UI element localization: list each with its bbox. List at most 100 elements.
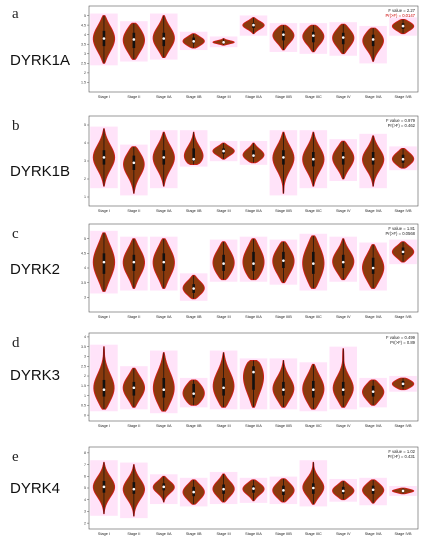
violin-median: [222, 386, 225, 390]
violin-stage-ivb: [389, 17, 417, 36]
violin-stage-iv: [329, 22, 357, 56]
violin-stage-iii: [209, 141, 238, 162]
x-category-label: Stage I: [98, 532, 110, 536]
x-category-label: Stage IIIC: [305, 315, 322, 319]
violin-stage-ii: [120, 462, 148, 519]
violin-iqr-box: [192, 383, 195, 398]
violin-median: [341, 388, 345, 392]
x-category-label: Stage IIB: [186, 424, 202, 428]
violin-median: [162, 156, 166, 159]
x-category-label: Stage III: [217, 424, 231, 428]
violin-stage-iva: [359, 242, 387, 291]
x-category-label: Stage IIIA: [245, 424, 262, 428]
x-category-label: Stage IIIC: [305, 209, 322, 213]
gene-label: DYRK3: [10, 367, 60, 384]
violin-median: [222, 262, 225, 265]
violin-stage-iva: [359, 477, 387, 506]
violin-median: [222, 41, 225, 44]
violin-median: [132, 386, 136, 390]
y-tick-label: 3.5: [81, 42, 86, 46]
violin-stage-iiic: [299, 460, 328, 507]
violin-median: [102, 485, 106, 489]
gene-label: DYRK2: [10, 261, 60, 278]
y-tick-label: 2: [84, 71, 86, 75]
panel-a: a DYRK1A 1.5 2 2.5 3 3.5 4 4.5 5 Stage I Stage II St…: [10, 5, 419, 99]
violin-median: [222, 149, 225, 153]
x-category-label: Stage IIIB: [275, 209, 292, 213]
violin-iqr-box: [252, 366, 255, 390]
violin-stage-iib: [179, 31, 208, 51]
p-value-label: Pr(>F) = 0.462: [388, 123, 416, 128]
x-category-label: Stage II: [127, 424, 140, 428]
x-category-label: Stage I: [98, 95, 110, 99]
y-tick-label: 3: [84, 296, 86, 300]
violin-median: [371, 488, 375, 492]
y-tick-label: 5: [84, 486, 86, 490]
violin-iqr-box: [312, 31, 315, 43]
x-category-label: Stage I: [98, 424, 110, 428]
violin-median: [162, 388, 166, 392]
x-category-label: Stage IIIA: [245, 315, 262, 319]
panel-d: d DYRK3 0 0.5 1 1.5 2 2.5 3 3.5 4 Stage I Stage II St…: [10, 332, 419, 428]
x-category-label: Stage IIIA: [245, 95, 262, 99]
x-category-label: Stage IIIA: [245, 209, 262, 213]
violin-stage-iia: [150, 130, 178, 189]
violin-median: [341, 489, 345, 493]
violin-stage-iva: [359, 133, 387, 189]
violin-median: [192, 40, 195, 43]
violin-stage-iiia: [239, 358, 268, 410]
violin-stage-iiia: [239, 141, 268, 165]
violin-stage-ii: [120, 236, 148, 291]
p-value-label: Pr(>F) = 0.0568: [385, 231, 415, 236]
violin-median: [162, 37, 166, 40]
violin-stage-iv: [329, 236, 357, 282]
violin-median: [132, 38, 136, 41]
violin-median: [312, 388, 315, 392]
x-category-label: Stage I: [98, 315, 110, 319]
x-category-label: Stage IV: [336, 532, 351, 536]
y-tick-label: 8: [84, 451, 86, 455]
violin-stage-iii: [209, 239, 238, 282]
violin-iqr-box: [102, 379, 106, 397]
x-category-label: Stage IVA: [365, 315, 382, 319]
violin-median: [312, 34, 315, 37]
x-category-label: Stage IVA: [365, 95, 382, 99]
violin-median: [371, 157, 375, 161]
x-category-label: Stage IVB: [394, 424, 412, 428]
y-tick-label: 1: [84, 195, 86, 199]
x-category-label: Stage IIIC: [305, 532, 322, 536]
f-value-label: F value = 2.27: [388, 8, 415, 13]
violin-median: [102, 156, 106, 159]
violin-stage-iiib: [269, 239, 298, 285]
violin-median: [192, 157, 195, 161]
x-category-label: Stage IVB: [394, 209, 412, 213]
violin-stage-ii: [120, 144, 148, 196]
y-tick-label: 4: [84, 498, 86, 502]
violin-median: [371, 390, 375, 393]
y-tick-label: 4: [84, 335, 86, 339]
x-category-label: Stage II: [127, 532, 140, 536]
violin-median: [192, 392, 195, 395]
violin-stage-iib: [179, 273, 208, 301]
violin-median: [192, 490, 195, 494]
violin-stage-iiib: [269, 23, 298, 52]
violin-stage-iiia: [239, 236, 268, 282]
violin-stage-iia: [150, 350, 178, 414]
violin-median: [132, 260, 136, 264]
x-category-label: Stage IIB: [186, 315, 202, 319]
x-category-label: Stage III: [217, 209, 231, 213]
violin-median: [401, 157, 405, 161]
violin-stage-ii: [120, 21, 148, 62]
x-category-label: Stage IIIA: [245, 532, 262, 536]
x-category-label: Stage IIB: [186, 209, 202, 213]
violin-stage-iia: [150, 474, 178, 505]
y-tick-label: 1.5: [81, 384, 86, 388]
gene-label: DYRK4: [10, 480, 60, 497]
violin-median: [312, 262, 315, 265]
y-tick-label: 3.5: [81, 281, 86, 285]
violin-stage-iva: [359, 25, 387, 64]
violin-stage-i: [90, 460, 118, 516]
x-category-label: Stage IIA: [156, 532, 172, 536]
violin-median: [401, 24, 405, 28]
panel-letter: e: [12, 449, 19, 465]
